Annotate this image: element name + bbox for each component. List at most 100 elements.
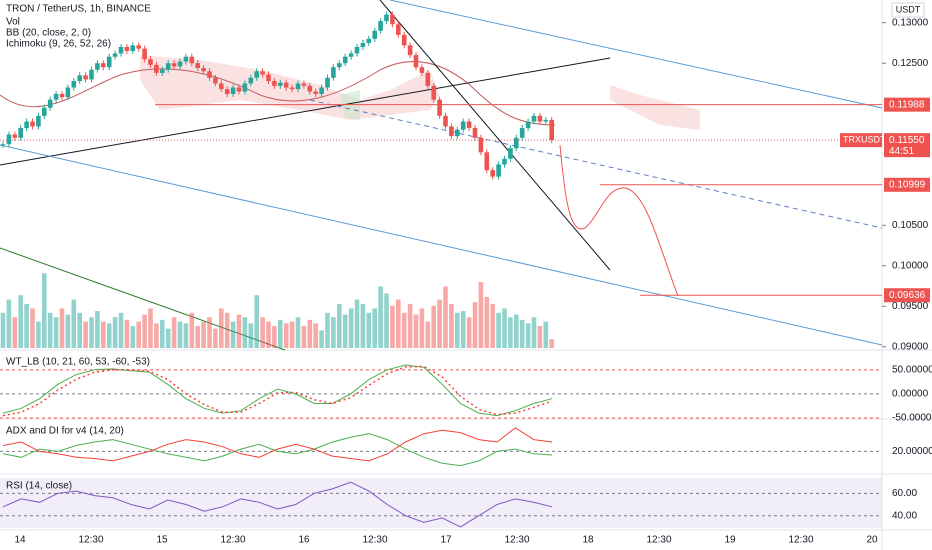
indicator-line [2,433,553,467]
candle-body [348,53,354,57]
candle-body [219,83,224,90]
candle-body [177,61,183,67]
channel-midline [309,99,883,229]
volume-bar [425,321,431,348]
volume-bar [348,308,354,348]
volume-bar [396,299,401,348]
candle-body [195,63,200,69]
candle-body [496,164,501,177]
x-tick-label: 12:30 [220,535,245,546]
volume-bar [71,299,77,348]
x-tick-label: 20 [866,535,878,546]
currency-label[interactable]: USDT [896,4,921,14]
candle-body [201,68,206,72]
volume-bar [278,319,283,348]
trendline [0,57,611,166]
candle-body [171,63,177,67]
candle-body [319,87,324,94]
volume-bar [419,308,425,348]
y-tick-label: 0.09500 [892,301,929,312]
volume-bar [496,312,501,348]
candle-body [283,82,289,88]
channel-line [0,144,883,346]
chart-title: TRON / TetherUS, 1h, BINANCE [6,4,151,15]
x-tick-label: 15 [156,535,168,546]
volume-bar [266,321,271,348]
volume-bar [6,299,12,348]
candle-body [142,48,147,60]
x-tick-label: 12:30 [504,535,529,546]
volume-bar [272,326,277,348]
volume-bar [372,308,377,348]
volume-bar [36,321,41,348]
volume-bar [407,304,413,348]
candle-body [224,89,230,94]
candle-body [325,77,330,88]
candle-body [431,85,436,100]
indicator-title: RSI (14, close) [6,481,72,492]
level-label: 0.09636 [889,290,926,301]
level-badge [884,97,930,112]
candle-body [360,42,366,47]
candle-body [12,134,18,138]
volume-bar [177,321,183,348]
x-tick-label: 12:30 [78,535,103,546]
candle-body [77,75,82,82]
candle-body [248,77,254,84]
candle-body [378,21,383,31]
indicator-line [2,365,553,417]
candle-body [53,93,59,100]
volume-bar [283,323,289,348]
candle-body [165,63,171,70]
x-tick-label: 16 [298,535,310,546]
candle-body [472,128,478,138]
indicator-tick-label: 20.00000 [892,446,932,457]
study-label: Ichimoku (9, 26, 52, 26) [6,39,111,50]
volume-bar [224,312,230,348]
candle-body [95,63,100,70]
candle-body [83,75,88,80]
volume-bar [59,308,65,348]
candle-body [307,85,313,92]
candle-body [514,137,519,149]
volume-bar [106,323,112,348]
candle-body [289,87,295,90]
candle-body [384,14,389,22]
x-tick-label: 17 [440,535,452,546]
volume-bar [331,317,336,348]
candle-body [295,83,301,90]
volume-bar [307,319,313,348]
volume-bar [12,317,18,348]
volume-bar [130,326,136,348]
volume-bar [301,326,307,348]
rsi-band [0,478,882,528]
candle-body [543,119,549,122]
candle-body [65,87,71,98]
volume-bar [53,317,59,348]
candle-body [118,46,124,54]
candle-body [425,72,431,86]
volume-bar [543,321,549,348]
indicator-line [2,427,553,462]
volume-bar [295,317,301,348]
volume-bar [472,302,478,348]
candle-body [0,144,6,146]
volume-bar [142,314,147,348]
volume-bar [189,312,195,348]
volume-bar [443,286,448,348]
volume-bar [95,311,100,348]
candle-body [106,56,112,68]
currency-badge[interactable] [891,2,925,18]
candle-body [112,53,118,57]
candle-body [266,74,271,82]
volume-bar [154,323,159,348]
candle-body [401,34,407,46]
volume-bar [165,328,171,348]
symbol-badge [840,133,882,148]
x-tick-label: 18 [582,535,594,546]
candle-body [413,55,419,68]
volume-bar [30,308,35,348]
indicator-tick-label: 0.00000 [892,389,929,400]
candle-body [354,46,360,54]
